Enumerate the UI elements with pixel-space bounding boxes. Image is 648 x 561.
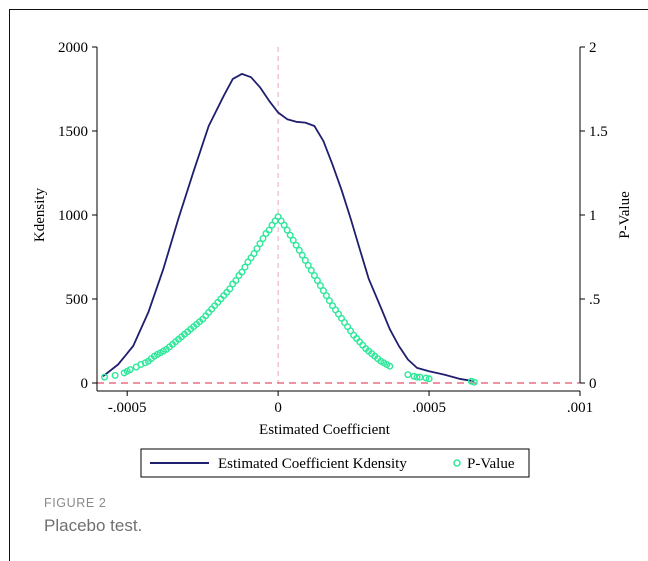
scatter-point-pvalue [425, 375, 433, 383]
series-line-kdensity [102, 73, 475, 383]
scatter-point-pvalue [310, 272, 318, 280]
scatter-point-pvalue [467, 377, 475, 385]
legend: Estimated Coefficient Kdensity P-Value [140, 448, 530, 478]
scatter-point-pvalue [386, 362, 394, 370]
scatter-point-pvalue [280, 221, 288, 229]
y-left-tick-label: 500 [66, 292, 89, 308]
scatter-point-pvalue [307, 266, 315, 274]
y-left-tick-label: 2000 [58, 40, 88, 56]
figure-frame [9, 9, 648, 561]
x-tick-label: -.0005 [108, 400, 147, 416]
y-right-tick-label: 1.5 [589, 124, 608, 140]
figure-label: FIGURE 2 [44, 496, 107, 510]
x-axis-title: Estimated Coefficient [259, 422, 391, 438]
scatter-point-pvalue [111, 371, 119, 379]
y-right-tick-label: 0 [589, 376, 597, 392]
legend-marker-swatch [453, 459, 461, 467]
figure-caption: Placebo test. [44, 516, 143, 535]
scatter-point-pvalue [253, 245, 261, 253]
scatter-point-pvalue [259, 234, 267, 242]
y-right-tick-label: 1 [589, 208, 597, 224]
y-right-tick-label: .5 [589, 292, 600, 308]
scatter-point-pvalue [226, 285, 234, 293]
scatter-point-pvalue [298, 251, 306, 259]
scatter-point-pvalue [413, 373, 421, 381]
axes: 0 500 1000 1500 2000 0 .5 1 1.5 2 -.0005 0 .0005 .001 [58, 40, 608, 416]
scatter-point-pvalue [322, 292, 330, 300]
y-axis-left-title: Kdensity [32, 187, 48, 242]
y-left-tick-label: 0 [81, 376, 89, 392]
y-left-tick-label: 1000 [58, 208, 88, 224]
scatter-point-pvalue [304, 261, 312, 269]
scatter-point-pvalue [422, 374, 430, 382]
plot-area [97, 47, 580, 386]
scatter-point-pvalue [286, 231, 294, 239]
scatter-point-pvalue [289, 236, 297, 244]
y-right-tick-label: 2 [589, 40, 597, 56]
scatter-point-pvalue [313, 277, 321, 285]
scatter-point-pvalue [292, 241, 300, 249]
scatter-point-pvalue [241, 263, 249, 271]
scatter-point-pvalue [470, 378, 478, 386]
scatter-point-pvalue [250, 250, 258, 258]
scatter-point-pvalue [256, 240, 264, 248]
scatter-point-pvalue [325, 297, 333, 305]
scatter-point-pvalue [319, 287, 327, 295]
legend-box [140, 448, 530, 478]
scatter-point-pvalue [316, 282, 324, 290]
legend-label-kdensity: Estimated Coefficient Kdensity [218, 456, 407, 472]
legend-label-pvalue: P-Value [467, 456, 515, 472]
scatter-point-pvalue [283, 226, 291, 234]
scatter-point-pvalue [232, 277, 240, 285]
x-tick-label: .0005 [412, 400, 446, 416]
scatter-point-pvalue [238, 268, 246, 276]
y-axis-right-title: P-Value [617, 191, 633, 239]
scatter-point-pvalue [126, 366, 134, 374]
scatter-point-pvalue [265, 226, 273, 234]
x-tick-label: .001 [567, 400, 593, 416]
chart-svg: 0 500 1000 1500 2000 0 .5 1 1.5 2 -.0005 0 .0005 .001… [32, 40, 633, 478]
x-tick-label: 0 [274, 400, 282, 416]
y-left-tick-label: 1500 [58, 124, 88, 140]
scatter-point-pvalue [100, 373, 108, 381]
scatter-point-pvalue [404, 371, 412, 379]
scatter-point-pvalue [295, 246, 303, 254]
scatter-point-pvalue [301, 256, 309, 264]
